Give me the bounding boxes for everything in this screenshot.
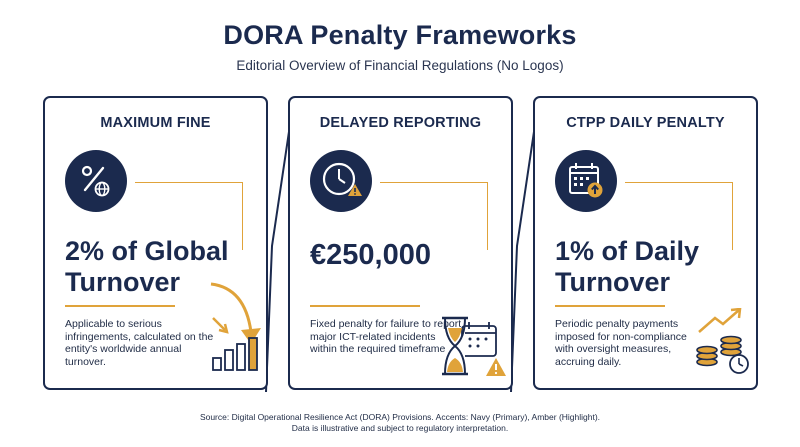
page-title: DORA Penalty Frameworks bbox=[223, 20, 577, 50]
accent-rule bbox=[310, 305, 420, 307]
card-headline: 1% of Daily Turnover bbox=[555, 236, 755, 298]
card-connector-divider bbox=[265, 97, 295, 393]
accent-rule bbox=[65, 305, 175, 307]
footer-line: Source: Digital Operational Resilience A… bbox=[199, 412, 601, 422]
card-connector-divider bbox=[510, 97, 540, 393]
headline-line: €250,000 bbox=[310, 239, 431, 271]
card-headline: 2% of Global Turnover bbox=[65, 236, 265, 298]
calendar-up-icon bbox=[555, 150, 617, 212]
accent-rule bbox=[555, 305, 665, 307]
card-description: Applicable to serious infringements, cal… bbox=[65, 318, 214, 368]
card-maximum-fine: MAXIMUM FINE 2% of Global Turnover Appli… bbox=[43, 96, 268, 390]
headline-line: 1% of Daily bbox=[555, 236, 700, 266]
card-delayed-reporting: DELAYED REPORTING €250,000 Fixed penalty… bbox=[288, 96, 513, 390]
card-title: MAXIMUM FINE bbox=[100, 115, 211, 131]
accent-connector bbox=[380, 182, 488, 250]
coins-trend-clock-icon bbox=[696, 308, 749, 374]
bar-chart-down-arrow-icon bbox=[210, 282, 261, 371]
card-description: Periodic penalty payments imposed for no… bbox=[555, 318, 687, 368]
page-subtitle: Editorial Overview of Financial Regulati… bbox=[236, 58, 564, 73]
accent-connector bbox=[135, 182, 243, 250]
headline-line: 2% of Global bbox=[65, 236, 229, 266]
footer-note: Source: Digital Operational Resilience A… bbox=[0, 412, 800, 434]
percent-globe-icon bbox=[65, 150, 127, 212]
hourglass-calendar-warning-icon bbox=[442, 316, 506, 376]
accent-connector bbox=[625, 182, 733, 250]
headline-line: Turnover bbox=[65, 267, 181, 297]
card-description: Fixed penalty for failure to report majo… bbox=[310, 318, 462, 355]
card-title: CTPP DAILY PENALTY bbox=[566, 115, 725, 131]
headline-line: Turnover bbox=[555, 267, 671, 297]
footer-line: Data is illustrative and subject to regu… bbox=[291, 423, 509, 433]
clock-warning-icon bbox=[310, 150, 372, 212]
card-ctpp-daily-penalty: CTPP DAILY PENALTY 1% of Daily Turnover … bbox=[533, 96, 758, 390]
card-headline: €250,000 bbox=[310, 240, 510, 271]
card-title: DELAYED REPORTING bbox=[319, 115, 482, 131]
